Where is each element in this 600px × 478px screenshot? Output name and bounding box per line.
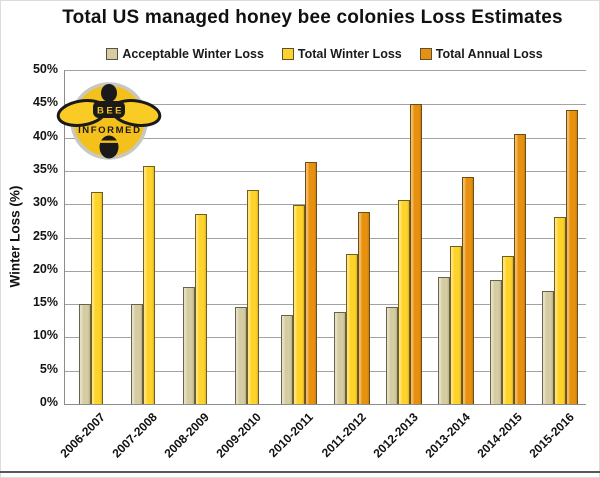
bar-group-2012-2013: [378, 71, 430, 404]
total-winter-loss-bar: [293, 204, 306, 404]
y-tick-label: 15%: [32, 295, 58, 310]
bee-informed-logo: BEE INFORMED: [56, 82, 162, 160]
y-tick-label: 10%: [32, 328, 58, 343]
gridline: [65, 304, 586, 306]
total-winter-loss-bar: [143, 165, 156, 404]
acceptable-winter-loss-bar: [131, 304, 144, 404]
bee-icon: BEE INFORMED: [56, 84, 162, 159]
gridline: [65, 104, 586, 106]
logo-text-informed: INFORMED: [78, 125, 141, 136]
acceptable-winter-loss-bar: [489, 279, 502, 404]
total-annual-loss-bar: [305, 161, 318, 404]
total-annual-loss-bar: [357, 211, 370, 404]
chart-title: Total US managed honey bee colonies Loss…: [62, 7, 563, 28]
legend-label: Acceptable Winter Loss: [122, 47, 264, 61]
bar-group-2011-2012: [325, 71, 377, 404]
legend: Acceptable Winter Loss Total Winter Loss T…: [64, 47, 585, 61]
total-annual-loss-bar: [565, 110, 578, 404]
y-tick-label: 50%: [32, 62, 58, 76]
acceptable-winter-loss-bar: [235, 307, 248, 404]
bar-group-2015-2016: [534, 71, 586, 404]
total-winter-loss-bar: [195, 213, 208, 404]
y-tick-label: 5%: [39, 361, 58, 376]
bar-group-2006-2007: [65, 71, 117, 404]
total-annual-loss-bar: [513, 133, 526, 404]
total-winter-loss-bar: [501, 255, 514, 404]
total-winter-loss-bar: [553, 216, 566, 404]
bar-group-2009-2010: [221, 71, 273, 404]
total-annual-loss-bar: [461, 176, 474, 404]
gridline: [65, 137, 586, 139]
acceptable-winter-loss-bar: [541, 291, 554, 404]
gridline: [65, 270, 586, 272]
legend-label: Total Annual Loss: [435, 47, 543, 61]
acceptable-winter-loss-bar: [437, 276, 450, 404]
y-tick-label: 35%: [32, 161, 58, 176]
total-winter-loss-bar: [345, 254, 358, 404]
total-winter-loss-bar: [91, 192, 104, 404]
bottom-border-line: [0, 471, 600, 473]
bar-group-2010-2011: [273, 71, 325, 404]
acceptable-winter-loss-bar: [79, 304, 92, 404]
gridline: [65, 204, 586, 206]
plot-area: [64, 70, 586, 405]
gridline: [65, 170, 586, 172]
y-tick-label: 45%: [32, 95, 58, 110]
y-tick-label: 0%: [39, 395, 58, 409]
bar-groups: [65, 71, 586, 404]
bar-group-2013-2014: [430, 71, 482, 404]
total-winter-loss-bar: [247, 189, 260, 404]
acceptable-winter-loss-bar: [333, 312, 346, 404]
legend-item: Total Winter Loss: [281, 47, 402, 61]
legend-swatch: [106, 48, 119, 60]
acceptable-winter-loss-bar: [183, 286, 196, 404]
total-annual-loss-bar: [409, 103, 422, 404]
gridline: [65, 237, 586, 239]
total-winter-loss-bar: [397, 200, 410, 404]
acceptable-winter-loss-bar: [385, 306, 398, 404]
logo-text-bee: BEE: [97, 106, 124, 117]
acceptable-winter-loss-bar: [281, 315, 294, 404]
bar-group-2008-2009: [169, 71, 221, 404]
gridline: [65, 337, 586, 339]
legend-swatch: [281, 48, 294, 60]
y-tick-label: 20%: [32, 261, 58, 276]
bar-group-2007-2008: [117, 71, 169, 404]
gridline: [65, 370, 586, 372]
y-tick-label: 40%: [32, 128, 58, 143]
legend-label: Total Winter Loss: [297, 47, 402, 61]
y-tick-label: 25%: [32, 228, 58, 243]
total-winter-loss-bar: [449, 246, 462, 404]
y-tick-label: 30%: [32, 195, 58, 210]
legend-item: Acceptable Winter Loss: [106, 47, 264, 61]
bar-group-2014-2015: [482, 71, 534, 404]
legend-swatch: [419, 48, 432, 60]
legend-item: Total Annual Loss: [419, 47, 543, 61]
